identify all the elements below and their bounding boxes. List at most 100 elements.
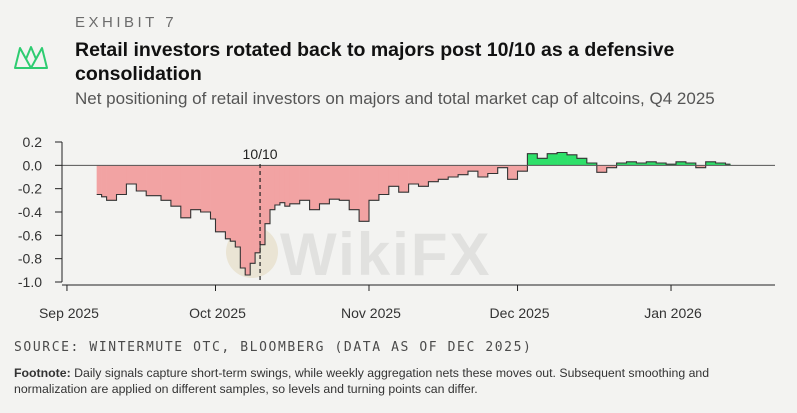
negative-area: [161, 165, 172, 201]
negative-area: [269, 165, 276, 210]
negative-area: [225, 165, 231, 239]
y-tick-label: -0.6: [18, 227, 42, 243]
negative-area: [299, 165, 310, 201]
footnote-text: Daily signals capture short-term swings,…: [14, 366, 710, 396]
y-tick-label: 0.0: [23, 157, 43, 173]
y-tick-label: -0.4: [18, 204, 42, 220]
y-tick-label: -0.8: [18, 251, 42, 267]
positive-area: [586, 163, 598, 166]
negative-area: [245, 165, 251, 275]
wintermute-crown-icon: [14, 46, 48, 69]
negative-area: [378, 165, 390, 195]
source-note: SOURCE: WINTERMUTE OTC, BLOOMBERG (DATA …: [14, 340, 533, 355]
plot-area: [62, 151, 775, 276]
negative-area: [265, 165, 271, 224]
negative-area: [329, 165, 340, 200]
negative-area: [606, 165, 617, 168]
positive-area: [527, 153, 538, 166]
series-line: [96, 151, 731, 276]
x-tick-label: Sep 2025: [39, 305, 99, 321]
chart-subtitle: Net positioning of retail investors on m…: [75, 89, 715, 108]
negative-area: [235, 165, 241, 247]
positive-area: [685, 163, 697, 166]
negative-area: [408, 165, 419, 184]
negative-area: [126, 165, 137, 184]
negative-area: [448, 165, 459, 177]
negative-area: [96, 165, 102, 195]
watermark: WikiFX: [280, 221, 492, 288]
positive-area: [705, 161, 716, 166]
negative-area: [309, 165, 320, 210]
annotation-layer: 10/10: [243, 146, 278, 282]
positive-area: [725, 164, 731, 166]
negative-area: [200, 165, 211, 212]
negative-area: [477, 165, 489, 177]
footnote: Footnote: Daily signals capture short-te…: [14, 365, 784, 397]
negative-area: [497, 165, 508, 168]
negative-area: [210, 165, 216, 219]
x-tick-label: Nov 2025: [341, 305, 401, 321]
negative-area: [101, 165, 107, 197]
negative-area: [517, 165, 528, 172]
positive-area: [567, 154, 578, 166]
y-tick-label: 0.2: [23, 134, 43, 150]
positive-area: [636, 163, 647, 166]
negative-area: [418, 165, 429, 187]
negative-area: [240, 165, 246, 268]
positive-area: [576, 158, 588, 166]
exhibit-label: EXHIBIT 7: [75, 14, 178, 31]
x-tick-label: Oct 2025: [189, 305, 246, 321]
negative-area: [359, 165, 370, 222]
negative-area: [284, 165, 291, 207]
negative-area: [116, 165, 127, 195]
negative-area: [428, 165, 439, 182]
negative-area: [398, 165, 409, 193]
positive-area: [547, 153, 558, 166]
negative-area: [458, 165, 469, 175]
negative-area: [695, 165, 706, 168]
positive-area: [626, 161, 637, 166]
negative-area: [230, 165, 236, 242]
negative-area: [438, 165, 449, 180]
x-axis: Sep 2025 Oct 2025 Nov 2025 Dec 2025 Jan 2026: [39, 284, 775, 321]
negative-area: [468, 165, 479, 172]
annotation-label: 10/10: [243, 146, 278, 162]
negative-area: [596, 165, 607, 173]
area-chart: 0.2 0.0 -0.2 -0.4 -0.6 -0.8 -1.0 Sep 2025 Oct 2…: [18, 134, 775, 321]
positive-area: [557, 152, 568, 166]
chart-title: Retail investors rotated back to majors …: [75, 39, 675, 85]
negative-area: [136, 165, 147, 191]
negative-area: [180, 165, 192, 218]
negative-area: [190, 165, 201, 210]
positive-area: [666, 164, 677, 166]
positive-area: [646, 161, 657, 166]
positive-area: [715, 163, 726, 166]
negative-area: [319, 165, 330, 204]
negative-area: [388, 165, 399, 187]
negative-area: [279, 165, 286, 203]
positive-area: [656, 163, 667, 166]
positive-area: [616, 163, 627, 166]
negative-area: [289, 165, 300, 204]
negative-area: [368, 165, 380, 201]
footnote-label: Footnote:: [14, 366, 71, 380]
negative-area: [106, 165, 117, 201]
negative-area: [274, 165, 281, 205]
y-tick-label: -1.0: [18, 274, 42, 290]
negative-area: [170, 165, 182, 207]
negative-area: [146, 165, 162, 196]
negative-area: [487, 165, 499, 174]
y-axis: 0.2 0.0 -0.2 -0.4 -0.6 -0.8 -1.0: [18, 134, 63, 290]
positive-area: [675, 161, 687, 166]
negative-area: [215, 165, 226, 232]
negative-area: [250, 165, 256, 264]
positive-area: [537, 158, 548, 166]
y-tick-label: -0.2: [18, 181, 42, 197]
negative-area: [255, 165, 261, 253]
x-tick-label: Jan 2026: [644, 305, 702, 321]
negative-area: [260, 165, 266, 245]
x-tick-label: Dec 2025: [490, 305, 550, 321]
negative-area: [339, 165, 350, 201]
negative-area: [507, 165, 518, 180]
negative-area: [349, 165, 360, 210]
